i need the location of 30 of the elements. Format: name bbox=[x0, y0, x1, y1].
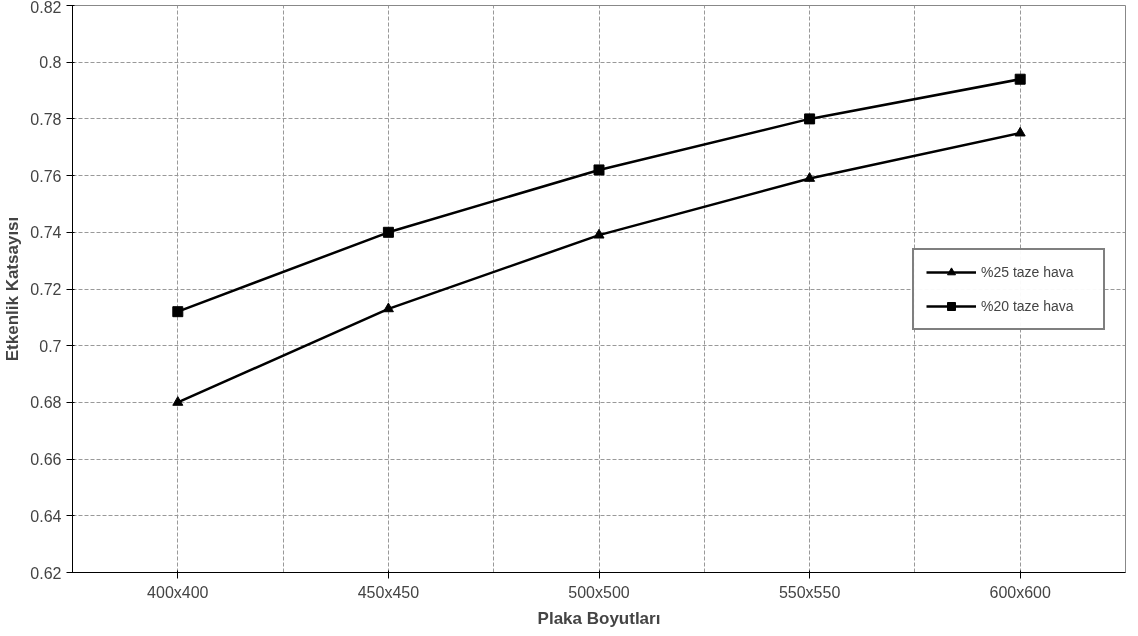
y-tick-label: 0.78 bbox=[30, 110, 62, 128]
point bbox=[382, 302, 394, 313]
x-tick-label: 500x500 bbox=[568, 583, 630, 601]
legend-label: %20 taze hava bbox=[981, 297, 1075, 314]
x-tick-label: 600x600 bbox=[989, 583, 1051, 601]
x-axis-title: Plaka Boyutları bbox=[537, 608, 661, 628]
point bbox=[382, 226, 394, 238]
legend-label: %25 taze hava bbox=[981, 263, 1075, 280]
y-axis-title: Etkenlik Katsayısı bbox=[3, 216, 23, 362]
point bbox=[172, 396, 184, 406]
y-tick-label: 0.66 bbox=[30, 451, 62, 469]
y-tick-label: 0.74 bbox=[30, 224, 62, 242]
point bbox=[804, 172, 816, 182]
point bbox=[1014, 126, 1026, 137]
y-tick-label: 0.82 bbox=[30, 0, 62, 16]
point bbox=[1014, 73, 1026, 85]
point bbox=[172, 306, 184, 318]
y-tick-label: 0.8 bbox=[39, 54, 62, 72]
y-tick-label: 0.72 bbox=[30, 281, 62, 298]
y-tick-label: 0.64 bbox=[30, 507, 62, 525]
point bbox=[804, 113, 816, 125]
y-tick-label: 0.76 bbox=[30, 167, 62, 185]
x-tick-label: 550x550 bbox=[778, 583, 841, 601]
point bbox=[593, 164, 605, 176]
y-tick-label: 0.62 bbox=[30, 564, 62, 582]
point bbox=[593, 228, 605, 239]
x-tick-label: 400x400 bbox=[147, 583, 209, 601]
y-tick-label: 0.68 bbox=[30, 394, 62, 412]
x-tick-label: 450x450 bbox=[357, 583, 420, 601]
y-tick-label: 0.7 bbox=[39, 337, 62, 355]
